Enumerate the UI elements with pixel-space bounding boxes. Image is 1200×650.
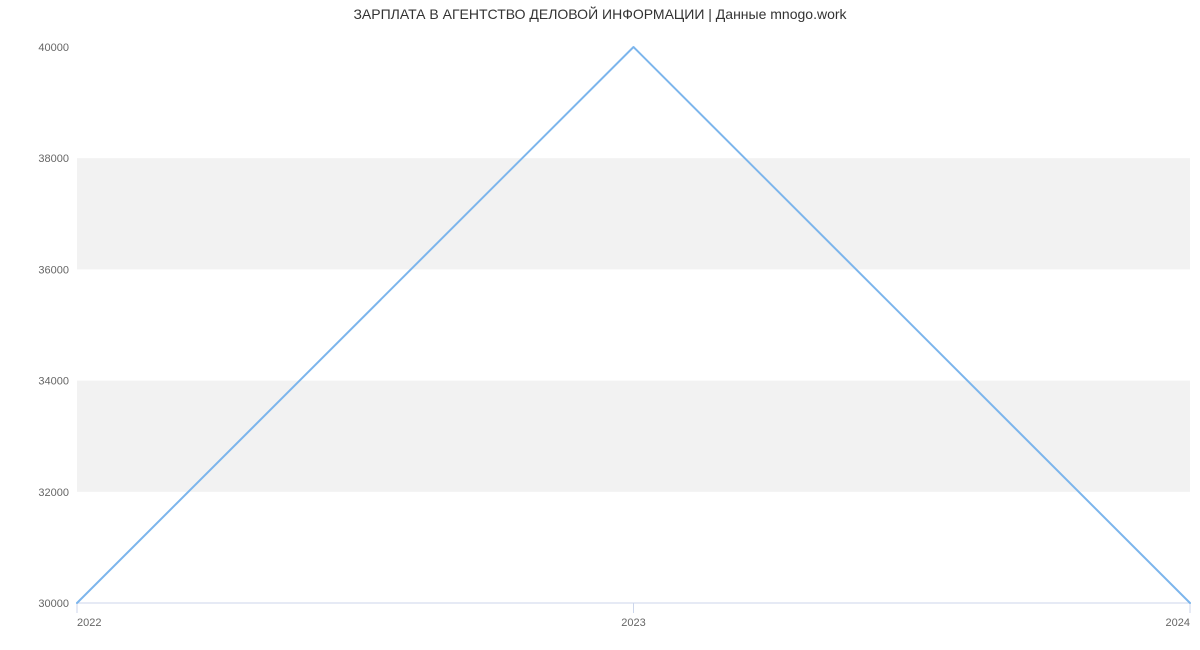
y-axis-label: 38000 — [38, 153, 69, 165]
y-axis-label: 36000 — [38, 264, 69, 276]
y-axis-label: 34000 — [38, 376, 69, 388]
line-chart: 30000 32000 34000 36000 38000 40000 2022 2023 20… — [0, 0, 1200, 650]
plot-band — [77, 158, 1190, 269]
series-line-salary — [77, 47, 1190, 603]
y-axis-label: 30000 — [38, 598, 69, 610]
chart-title: ЗАРПЛАТА В АГЕНТСТВО ДЕЛОВОЙ ИНФОРМАЦИИ … — [0, 6, 1200, 22]
y-axis-label: 40000 — [38, 42, 69, 54]
x-axis-label: 2023 — [621, 617, 645, 629]
chart-container: ЗАРПЛАТА В АГЕНТСТВО ДЕЛОВОЙ ИНФОРМАЦИИ … — [0, 0, 1200, 650]
x-axis-label: 2022 — [77, 617, 101, 629]
y-axis-label: 32000 — [38, 487, 69, 499]
x-axis-label: 2024 — [1166, 617, 1190, 629]
